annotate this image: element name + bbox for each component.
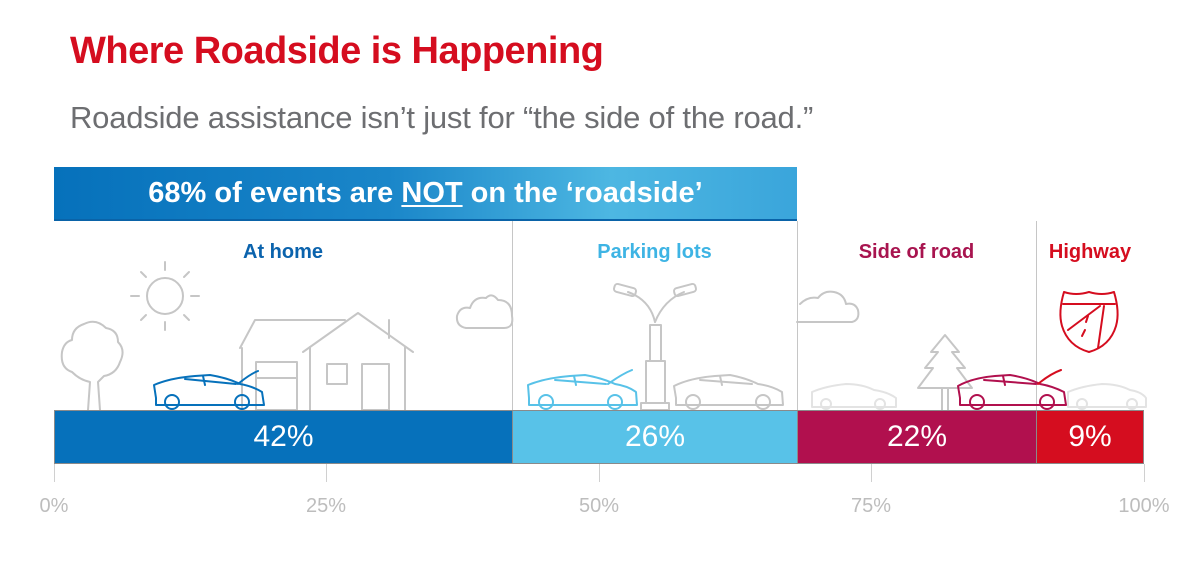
chart-subtitle: Roadside assistance isn’t just for “the … <box>70 100 814 135</box>
chart-title: Where Roadside is Happening <box>70 30 604 72</box>
axis-tick-label: 100% <box>1118 495 1170 517</box>
banner-prefix: 68% of events are <box>148 176 402 209</box>
cloud-icon <box>455 294 514 329</box>
bar-value-highway: 9% <box>1068 420 1112 453</box>
car-broken-down-icon <box>153 370 265 410</box>
axis-tick <box>1144 464 1145 482</box>
bar-segment-parking-lots: 26% <box>512 410 798 464</box>
divider-parking-side <box>797 221 798 410</box>
sun-icon <box>130 261 200 331</box>
axis-tick-label: 25% <box>305 495 347 517</box>
pine-tree-icon <box>917 334 973 411</box>
axis-tick <box>54 464 55 482</box>
annotation-banner: 68% of events are NOT on the ‘roadside’ <box>54 167 797 221</box>
bar-segment-highway: 9% <box>1036 410 1144 464</box>
axis-tick-label: 0% <box>39 495 69 517</box>
divider-side-highway <box>1036 221 1037 410</box>
street-lamp-icon <box>613 282 697 411</box>
axis-tick-label: 75% <box>850 495 892 517</box>
bar-segment-side-of-road: 22% <box>797 410 1037 464</box>
axis-tick <box>871 464 872 482</box>
bar-value-at-home: 42% <box>253 420 314 453</box>
axis-tick <box>326 464 327 482</box>
banner-emphasis: NOT <box>401 176 463 209</box>
axis-tick <box>599 464 600 482</box>
category-label-highway: Highway <box>1048 241 1132 263</box>
car-hood-icon <box>1037 369 1062 385</box>
cloud-icon <box>796 290 860 323</box>
car-broken-down-icon <box>527 369 638 410</box>
car-icon <box>673 374 784 410</box>
car-broken-down-icon <box>957 374 1067 410</box>
category-label-side-of-road: Side of road <box>858 241 975 263</box>
category-label-at-home: At home <box>243 241 323 263</box>
highway-shield-icon <box>1059 291 1119 353</box>
bar-value-side-of-road: 22% <box>886 420 948 453</box>
banner-suffix: on the ‘roadside’ <box>462 176 703 209</box>
bar-value-parking-lots: 26% <box>624 420 686 453</box>
category-label-parking-lots: Parking lots <box>597 241 712 263</box>
axis-tick-label: 50% <box>578 495 620 517</box>
tree-icon <box>60 320 124 411</box>
bar-segment-at-home: 42% <box>54 410 513 464</box>
house-icon <box>239 312 414 411</box>
car-icon <box>811 383 1147 410</box>
